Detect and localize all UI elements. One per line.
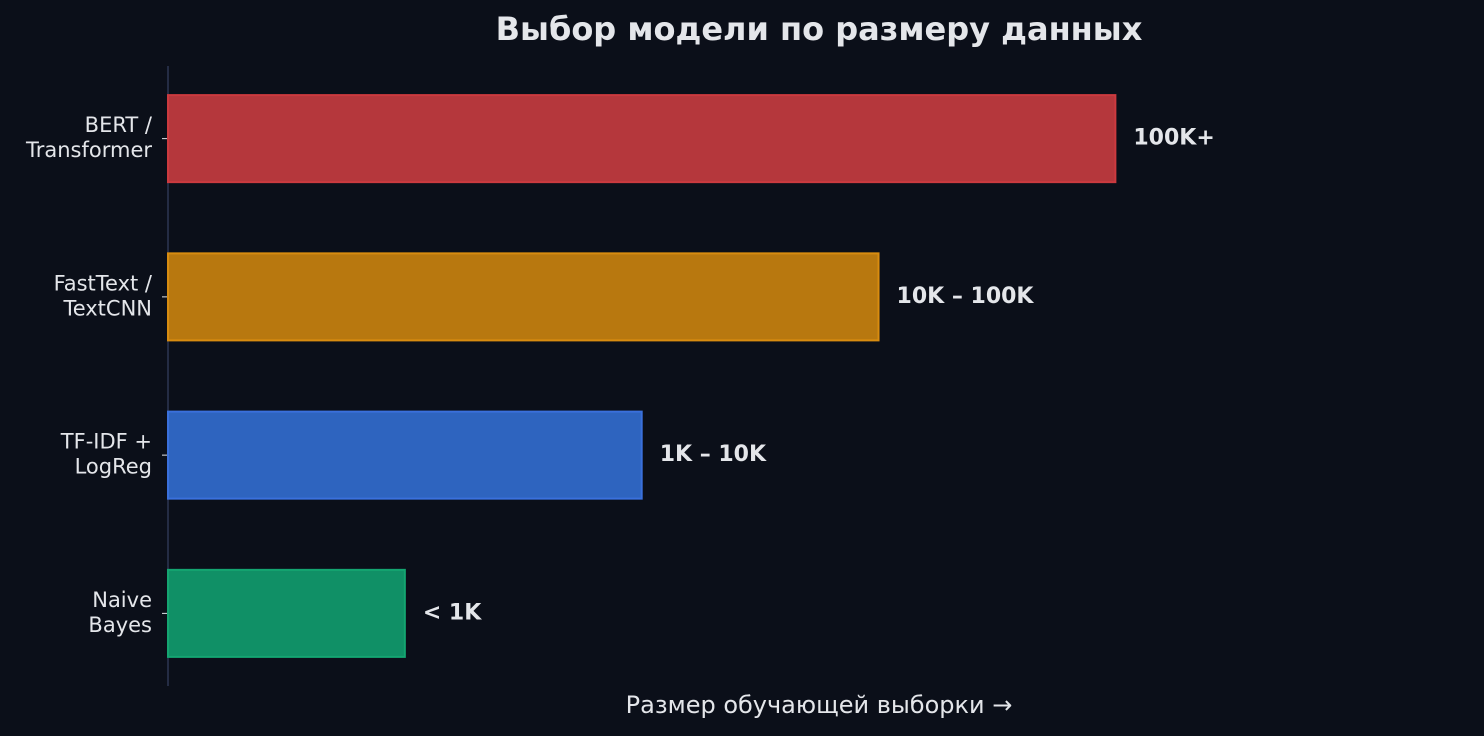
y-tick-label-line: BERT / bbox=[85, 113, 153, 137]
x-axis-label: Размер обучающей выборки → bbox=[626, 691, 1013, 719]
y-tick-label-line: Bayes bbox=[88, 613, 152, 637]
y-tick-label: TF-IDF + LogReg bbox=[60, 430, 152, 479]
y-tick-label: Naive Bayes bbox=[88, 588, 152, 637]
bar-annotation: < 1K bbox=[423, 600, 482, 625]
chart-title: Выбор модели по размеру данных bbox=[496, 10, 1143, 48]
y-tick-label: BERT / Transformer bbox=[25, 113, 153, 162]
bar bbox=[167, 410, 643, 500]
bar-annotation: 100K+ bbox=[1133, 126, 1214, 151]
bar-annotation: 10K – 100K bbox=[897, 284, 1035, 309]
y-tick-label-line: Naive bbox=[92, 588, 152, 612]
y-tick-label-line: TF-IDF + bbox=[60, 430, 152, 454]
bar bbox=[167, 252, 880, 342]
bar-annotation: 1K – 10K bbox=[660, 442, 767, 467]
y-tick-label-line: FastText / bbox=[54, 271, 153, 295]
bar bbox=[167, 568, 406, 658]
bar bbox=[167, 94, 1117, 184]
y-tick-label-line: LogReg bbox=[75, 455, 152, 479]
y-tick-label-line: TextCNN bbox=[62, 296, 152, 320]
y-tick-label-line: Transformer bbox=[25, 138, 152, 162]
y-tick-label: FastText / TextCNN bbox=[54, 271, 153, 320]
